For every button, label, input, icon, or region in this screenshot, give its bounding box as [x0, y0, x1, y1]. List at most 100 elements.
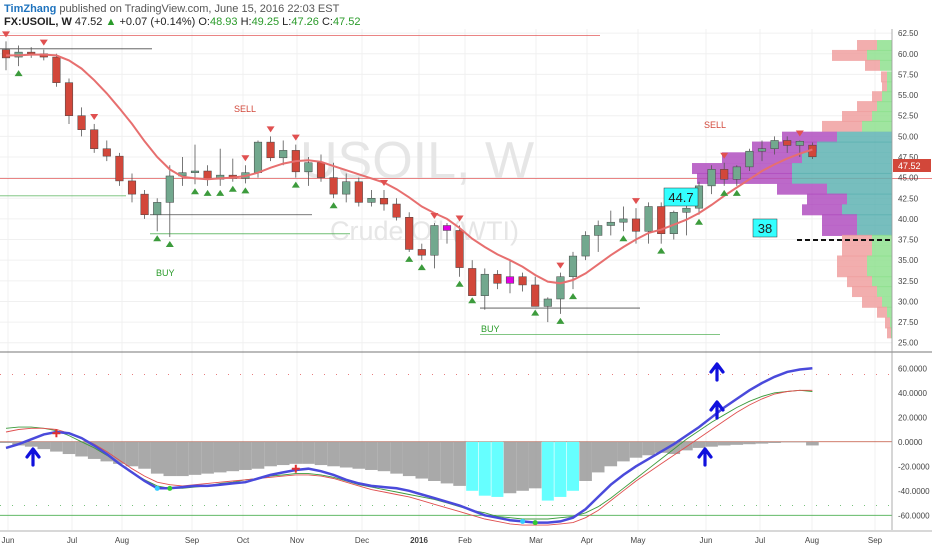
- macd-bar-19: [239, 441, 252, 470]
- macd-bar-56: [705, 441, 718, 447]
- candle-body-60: [757, 148, 767, 152]
- y-tick-label-13: 30.00: [898, 297, 919, 306]
- sell-signal-icon-2: [90, 113, 99, 120]
- vp-down-4: [882, 81, 887, 93]
- y-tick-label-3: 55.00: [898, 91, 919, 100]
- x-tick-label-10: Apr: [581, 536, 594, 545]
- vp-up-8: [862, 120, 892, 132]
- symbol-label: FX:USOIL, W: [4, 16, 72, 28]
- macd-bar-10: [125, 441, 139, 467]
- author-name[interactable]: TimZhang: [4, 3, 57, 15]
- macd-bar-63: [793, 441, 807, 443]
- vp-down-13: [697, 172, 792, 184]
- macd-bar-34: [428, 441, 441, 481]
- x-tick-label-6: Dec: [355, 536, 369, 545]
- macd-bar-64: [806, 441, 819, 446]
- x-tick-label-14: Aug: [805, 536, 819, 545]
- vp-down-15: [807, 193, 847, 205]
- x-tick-label-12: Jun: [700, 536, 713, 545]
- y-tick-label-1: 60.00: [898, 50, 919, 59]
- macd-bar-12: [150, 441, 164, 474]
- macd-bar-47: [591, 441, 605, 473]
- candle-body-26: [329, 177, 338, 195]
- vp-down-8: [822, 120, 862, 132]
- buy-signal-icon-13: [468, 297, 477, 304]
- vp-down-12: [692, 163, 792, 175]
- candle-body-35: [442, 225, 452, 231]
- buy-label-2: BUY: [481, 324, 500, 334]
- vp-up-20: [872, 245, 892, 257]
- buy-signal-icon-16: [569, 293, 577, 300]
- x-tick-label-1: Jul: [67, 536, 77, 545]
- macd-dot-icon-0: [154, 485, 160, 491]
- candle-body-11: [140, 193, 149, 216]
- macd-bar-62: [780, 441, 794, 443]
- vp-up-9: [837, 131, 892, 143]
- y-tick-label-2: 57.50: [898, 70, 919, 79]
- vp-up-13: [792, 172, 892, 184]
- buy-signal-icon-12: [455, 280, 464, 287]
- macd-bar-30: [377, 441, 391, 472]
- vp-up-7: [872, 111, 892, 123]
- buy-signal-icon-3: [191, 188, 199, 195]
- box-44-7-label: 44.7: [668, 190, 693, 205]
- low-label: L:: [282, 16, 292, 28]
- candle-body-51: [644, 206, 653, 232]
- macd-bar-0: [0, 441, 13, 443]
- macd-bar-11: [138, 441, 151, 469]
- macd-tick-label-5: -40.0000: [898, 487, 930, 496]
- candle-body-34: [430, 225, 439, 256]
- candle-body-61: [770, 140, 779, 149]
- sell-signal-icon-7: [430, 213, 439, 220]
- macd-bar-26: [327, 441, 340, 467]
- macd-bar-29: [365, 441, 378, 470]
- x-tick-label-4: Oct: [237, 536, 250, 545]
- macd-tick-label-0: 60.0000: [898, 364, 927, 373]
- vp-down-18: [822, 224, 857, 236]
- y-tick-label-12: 32.50: [898, 277, 919, 286]
- candle-body-42: [531, 284, 540, 307]
- buy-signal-icon-17: [619, 235, 628, 242]
- y-tick-label-11: 35.00: [898, 256, 919, 265]
- vp-up-23: [872, 276, 892, 288]
- buy-signal-icon-0: [14, 70, 23, 77]
- macd-bar-35: [440, 441, 454, 484]
- candle-body-6: [77, 115, 86, 130]
- macd-bar-60: [755, 441, 769, 444]
- vp-down-14: [777, 183, 827, 195]
- ohlc-line: FX:USOIL, W 47.52 ▲ +0.07 (+0.14%) O:48.…: [4, 16, 360, 28]
- buy-signal-icon-1: [153, 235, 162, 242]
- candle-body-5: [64, 82, 74, 116]
- candle-body-47: [594, 225, 603, 236]
- candle-body-56: [707, 169, 716, 187]
- vp-up-12: [792, 163, 892, 175]
- macd-bar-31: [390, 441, 403, 474]
- candle-body-12: [153, 202, 162, 216]
- buy-signal-icon-8: [291, 181, 300, 188]
- macd-bar-54: [680, 441, 693, 451]
- macd-bar-55: [692, 441, 706, 448]
- candles: [1, 41, 817, 323]
- sell-signal-icon-11: [720, 152, 729, 159]
- macd-bar-22: [276, 441, 290, 466]
- vp-up-0: [877, 40, 892, 52]
- candle-body-27: [342, 181, 351, 195]
- y-tick-label-10: 37.50: [898, 236, 919, 245]
- candle-body-43: [543, 298, 552, 307]
- macd-bar-3: [37, 441, 51, 450]
- macd-bar-15: [188, 441, 202, 475]
- vp-up-28: [891, 327, 892, 339]
- macd-bar-21: [264, 441, 277, 467]
- sell-signal-icon-8: [455, 215, 464, 222]
- vp-up-5: [882, 91, 892, 103]
- vp-up-14: [827, 183, 892, 195]
- sell-label-2: SELL: [704, 120, 726, 130]
- candle-body-58: [732, 166, 741, 180]
- candle-body-8: [102, 148, 111, 157]
- candle-body-36: [455, 230, 464, 268]
- sell-signal-icon-4: [266, 126, 275, 133]
- watermark-symbol: USOIL, W: [300, 132, 534, 190]
- macd-bar-2: [24, 441, 38, 447]
- candle-body-37: [468, 268, 477, 296]
